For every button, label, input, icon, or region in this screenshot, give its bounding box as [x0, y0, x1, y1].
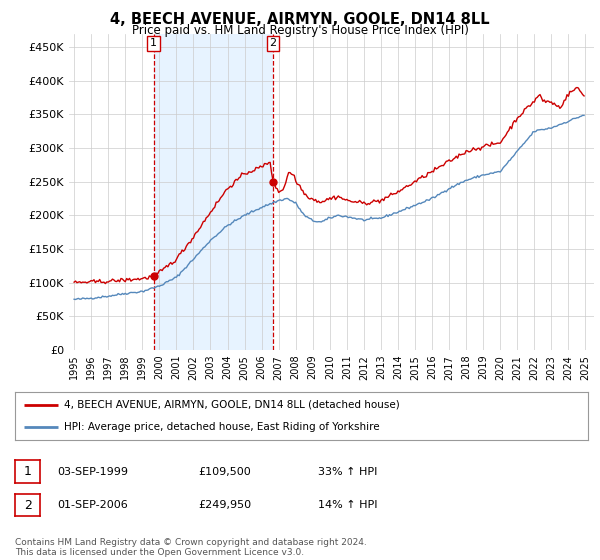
Text: 1: 1 [23, 465, 32, 478]
Text: 4, BEECH AVENUE, AIRMYN, GOOLE, DN14 8LL: 4, BEECH AVENUE, AIRMYN, GOOLE, DN14 8LL [110, 12, 490, 27]
Text: 2: 2 [23, 498, 32, 512]
Text: 1: 1 [150, 38, 157, 48]
Text: 4, BEECH AVENUE, AIRMYN, GOOLE, DN14 8LL (detached house): 4, BEECH AVENUE, AIRMYN, GOOLE, DN14 8LL… [64, 400, 400, 410]
Text: £249,950: £249,950 [198, 500, 251, 510]
Text: 33% ↑ HPI: 33% ↑ HPI [318, 466, 377, 477]
Text: Price paid vs. HM Land Registry's House Price Index (HPI): Price paid vs. HM Land Registry's House … [131, 24, 469, 36]
Text: 03-SEP-1999: 03-SEP-1999 [57, 466, 128, 477]
Text: Contains HM Land Registry data © Crown copyright and database right 2024.
This d: Contains HM Land Registry data © Crown c… [15, 538, 367, 557]
Text: 01-SEP-2006: 01-SEP-2006 [57, 500, 128, 510]
Bar [154, 34, 273, 350]
Text: 14% ↑ HPI: 14% ↑ HPI [318, 500, 377, 510]
Text: 2: 2 [269, 38, 277, 48]
Text: HPI: Average price, detached house, East Riding of Yorkshire: HPI: Average price, detached house, East… [64, 422, 379, 432]
Text: £109,500: £109,500 [198, 466, 251, 477]
